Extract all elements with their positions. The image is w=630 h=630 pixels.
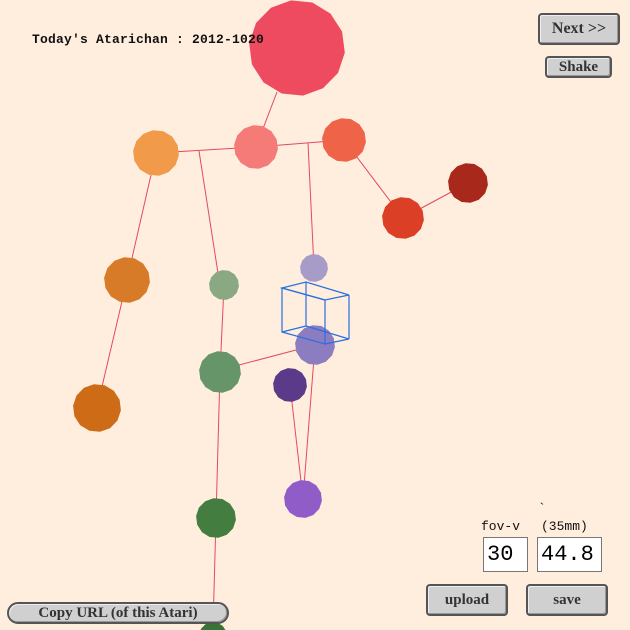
joint-left-shoulder[interactable] [133, 130, 179, 176]
skeleton-joints [73, 0, 488, 630]
bone-right-knee-foot [302, 344, 316, 500]
bone-right-knee-back-foot [289, 384, 304, 500]
shake-button[interactable]: Shake [545, 56, 612, 78]
joint-right-hip[interactable] [300, 254, 328, 282]
joint-right-knee-back[interactable] [273, 368, 307, 402]
bone-spine-left [198, 150, 221, 287]
joint-right-elbow[interactable] [382, 197, 424, 239]
joint-left-toe[interactable] [199, 622, 227, 630]
fov-label: fov-v [481, 519, 521, 534]
joint-left-foot[interactable] [196, 498, 236, 538]
joint-left-knee[interactable] [199, 351, 241, 393]
joint-left-hand[interactable] [73, 384, 121, 432]
joint-head[interactable] [249, 0, 345, 96]
joint-right-knee[interactable] [295, 325, 335, 365]
joint-right-shoulder[interactable] [322, 118, 366, 162]
focal-length-label: (35mm) [541, 519, 588, 534]
joint-left-hip[interactable] [209, 270, 239, 300]
save-button[interactable]: save [526, 584, 608, 616]
camera-tick-mark: ` [538, 501, 546, 516]
bone-spine-right [307, 142, 315, 269]
bone-left-knee-foot [215, 371, 221, 519]
copy-url-button[interactable]: Copy URL (of this Atari) [7, 602, 229, 624]
fov-input[interactable]: 30 [483, 537, 528, 572]
page-title: Today's Atarichan : 2012-1020 [32, 32, 265, 47]
joint-neck[interactable] [234, 125, 278, 169]
selection-cube[interactable] [279, 281, 350, 345]
joint-left-elbow[interactable] [104, 257, 150, 303]
joint-right-hand[interactable] [448, 163, 488, 203]
next-button[interactable]: Next >> [538, 13, 620, 45]
joint-right-foot[interactable] [284, 480, 322, 518]
focal-length-input[interactable]: 44.8 [537, 537, 602, 572]
upload-button[interactable]: upload [426, 584, 508, 616]
